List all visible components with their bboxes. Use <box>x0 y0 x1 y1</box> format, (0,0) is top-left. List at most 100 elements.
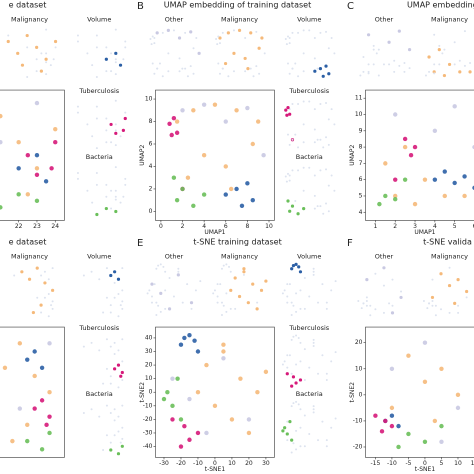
thumb-point <box>297 403 300 406</box>
thumb-point <box>194 289 197 292</box>
thumb-point <box>283 289 286 292</box>
thumb-point <box>369 304 372 307</box>
thumb-point <box>258 72 261 75</box>
thumb-point <box>403 70 406 73</box>
point <box>223 192 228 197</box>
thumb-point <box>186 283 189 286</box>
thumb-point <box>26 76 29 79</box>
point <box>192 338 197 343</box>
thumb-point <box>76 105 79 108</box>
thumb-point <box>228 265 231 268</box>
thumb-point <box>36 296 39 299</box>
thumb-point <box>244 37 247 40</box>
thumb-point <box>297 75 300 78</box>
thumb-point <box>433 33 436 36</box>
thumb-point <box>47 278 50 281</box>
point <box>201 153 207 158</box>
thumb-point <box>469 61 472 64</box>
thumb-point <box>26 46 29 49</box>
thumb-point <box>186 75 189 78</box>
thumb-point <box>49 64 52 67</box>
thumb-point <box>159 263 162 266</box>
thumb-point <box>109 311 112 314</box>
thumb-point <box>294 133 297 136</box>
thumb-point <box>40 52 43 55</box>
x-axis-label: UMAP1 <box>414 229 435 236</box>
point <box>212 102 218 107</box>
thumb-point <box>225 263 228 266</box>
point <box>47 430 52 436</box>
thumb-point <box>177 270 180 273</box>
thumb-point <box>110 189 113 192</box>
thumb-point <box>47 315 50 318</box>
thumb-point <box>119 135 122 138</box>
thumb-point <box>216 301 219 304</box>
thumb-point <box>155 267 158 270</box>
thumb-point <box>382 311 385 314</box>
thumb-point <box>313 207 316 210</box>
thumb-point <box>319 169 322 172</box>
thumb-point <box>319 102 322 105</box>
thumb-point <box>295 310 298 313</box>
thumb-point <box>319 138 322 141</box>
thumb-point <box>150 295 153 298</box>
point <box>171 115 177 121</box>
thumb-point <box>105 70 108 73</box>
thumb-point <box>312 270 315 273</box>
thumb-point <box>43 296 46 299</box>
thumb-point <box>105 183 108 186</box>
thumb-point <box>312 344 315 347</box>
y-tick-label: 0 <box>359 391 363 398</box>
thumb-point <box>118 63 123 67</box>
thumb-point <box>181 67 184 70</box>
thumb-point <box>399 295 403 300</box>
thumb-point <box>192 47 195 50</box>
point <box>223 164 228 169</box>
thumb-point <box>357 299 360 302</box>
y-tick-label: 40 <box>145 334 153 341</box>
thumb-point <box>222 304 225 307</box>
y-tick-label: 6 <box>359 176 363 183</box>
point <box>439 439 444 444</box>
y-tick-label: 0 <box>149 208 153 215</box>
thumb-point <box>299 426 302 429</box>
thumb-point <box>164 289 167 292</box>
thumb-point <box>298 270 303 274</box>
thumb-point <box>189 301 194 305</box>
thumb-point <box>316 138 319 141</box>
thumb-point <box>302 52 305 55</box>
point <box>175 376 180 381</box>
panel-letter: F <box>347 238 353 249</box>
x-tick-label: 5 <box>440 460 444 467</box>
thumb-point <box>76 40 79 43</box>
point <box>187 396 192 402</box>
point <box>221 349 226 354</box>
thumb-label: Malignancy <box>431 16 468 24</box>
thumb-point <box>295 334 298 337</box>
x-tick-label: 0 <box>159 223 163 230</box>
thumb-point <box>313 108 316 111</box>
thumb-point <box>76 34 79 37</box>
thumb-point <box>281 363 284 366</box>
point <box>53 126 58 132</box>
thumb-point <box>95 34 98 37</box>
thumb-point <box>330 289 333 292</box>
point <box>180 108 185 113</box>
thumb-point <box>167 52 170 55</box>
thumb-point <box>124 40 127 43</box>
thumb-point <box>453 301 457 305</box>
point <box>170 417 175 422</box>
point <box>422 439 428 444</box>
x-tick-label: -10 <box>193 460 203 467</box>
point <box>0 205 3 210</box>
thumb-point <box>325 372 328 375</box>
thumb-point <box>440 308 443 311</box>
thumb-point <box>291 67 294 70</box>
thumb-point <box>299 307 302 310</box>
thumb-point <box>303 307 306 310</box>
y-tick-label: 11 <box>355 95 363 102</box>
thumb-point <box>45 52 48 55</box>
thumb-point <box>422 299 425 302</box>
thumb-point <box>325 439 328 442</box>
